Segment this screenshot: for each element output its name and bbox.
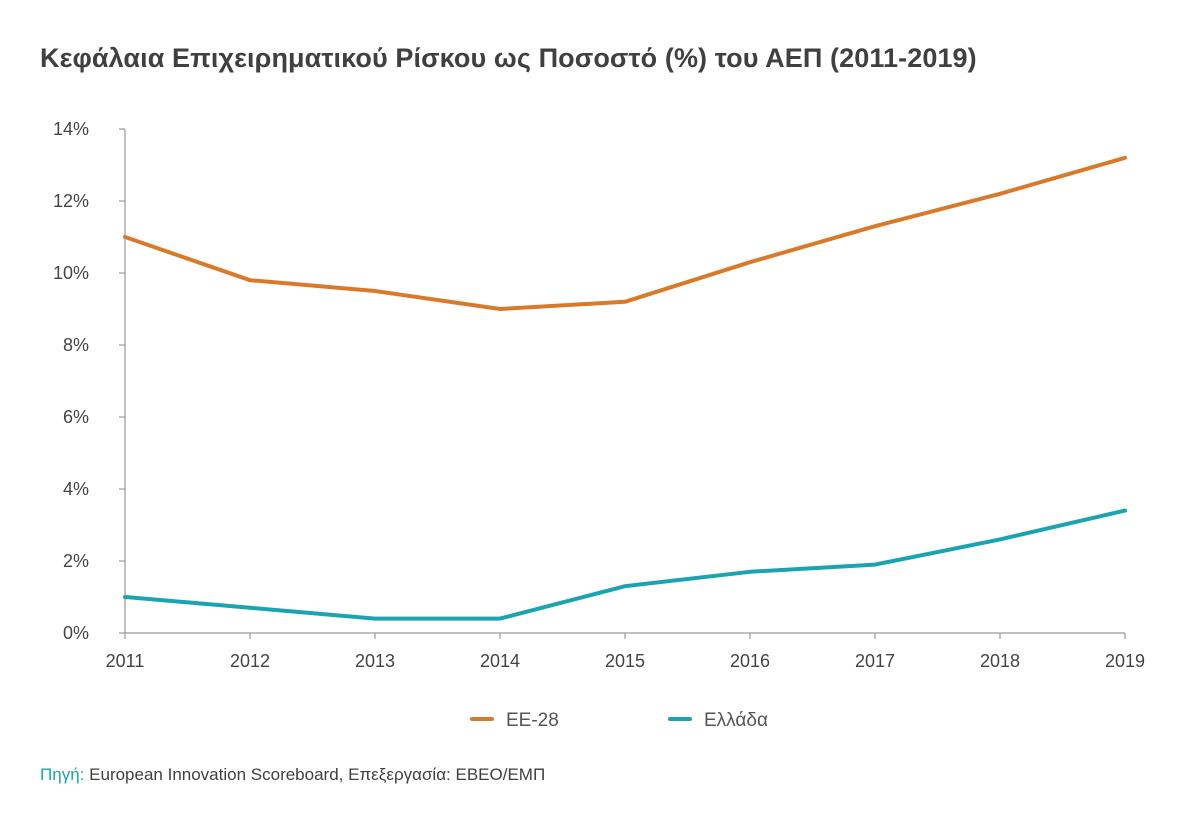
x-tick-label: 2011 bbox=[106, 651, 145, 671]
source-prefix: Πηγή: bbox=[40, 765, 85, 784]
x-tick-label: 2014 bbox=[480, 651, 520, 671]
x-tick-label: 2016 bbox=[730, 651, 770, 671]
x-tick-label: 2013 bbox=[355, 651, 395, 671]
chart-title: Κεφάλαια Επιχειρηματικού Ρίσκου ως Ποσοσ… bbox=[40, 43, 977, 73]
x-tick-label: 2012 bbox=[230, 651, 270, 671]
x-tick-labels: 2011 2012 2013 2014 2015 2016 2017 2018 2019 bbox=[106, 651, 1145, 671]
x-tick-label: 2018 bbox=[980, 651, 1020, 671]
y-tick-label: 8% bbox=[63, 335, 89, 355]
series-line-2 bbox=[123, 508, 1127, 621]
legend: ΕΕ-28 Ελλάδα bbox=[470, 710, 768, 731]
x-tick-label: 2015 bbox=[605, 651, 645, 671]
source-text: European Innovation Scoreboard, Επεξεργα… bbox=[84, 765, 546, 784]
y-tick-label: 12% bbox=[53, 191, 89, 211]
series-line-1 bbox=[123, 155, 1127, 311]
axes bbox=[119, 128, 1126, 639]
source-note: Πηγή: European Innovation Scoreboard, Επ… bbox=[40, 765, 545, 785]
x-tick-label: 2017 bbox=[855, 651, 895, 671]
y-tick-label: 2% bbox=[63, 551, 89, 571]
y-tick-labels: 0% 2% 4% 6% 8% 10% 12% 14% bbox=[53, 119, 89, 643]
legend-label-2: Ελλάδα bbox=[704, 710, 768, 731]
legend-label-1: ΕΕ-28 bbox=[506, 710, 559, 731]
series-lines bbox=[123, 155, 1127, 621]
y-tick-label: 4% bbox=[63, 479, 89, 499]
y-tick-label: 14% bbox=[53, 119, 89, 139]
x-tick-label: 2019 bbox=[1105, 651, 1145, 671]
y-tick-label: 6% bbox=[63, 407, 89, 427]
y-tick-label: 0% bbox=[63, 623, 89, 643]
y-tick-label: 10% bbox=[53, 263, 89, 283]
